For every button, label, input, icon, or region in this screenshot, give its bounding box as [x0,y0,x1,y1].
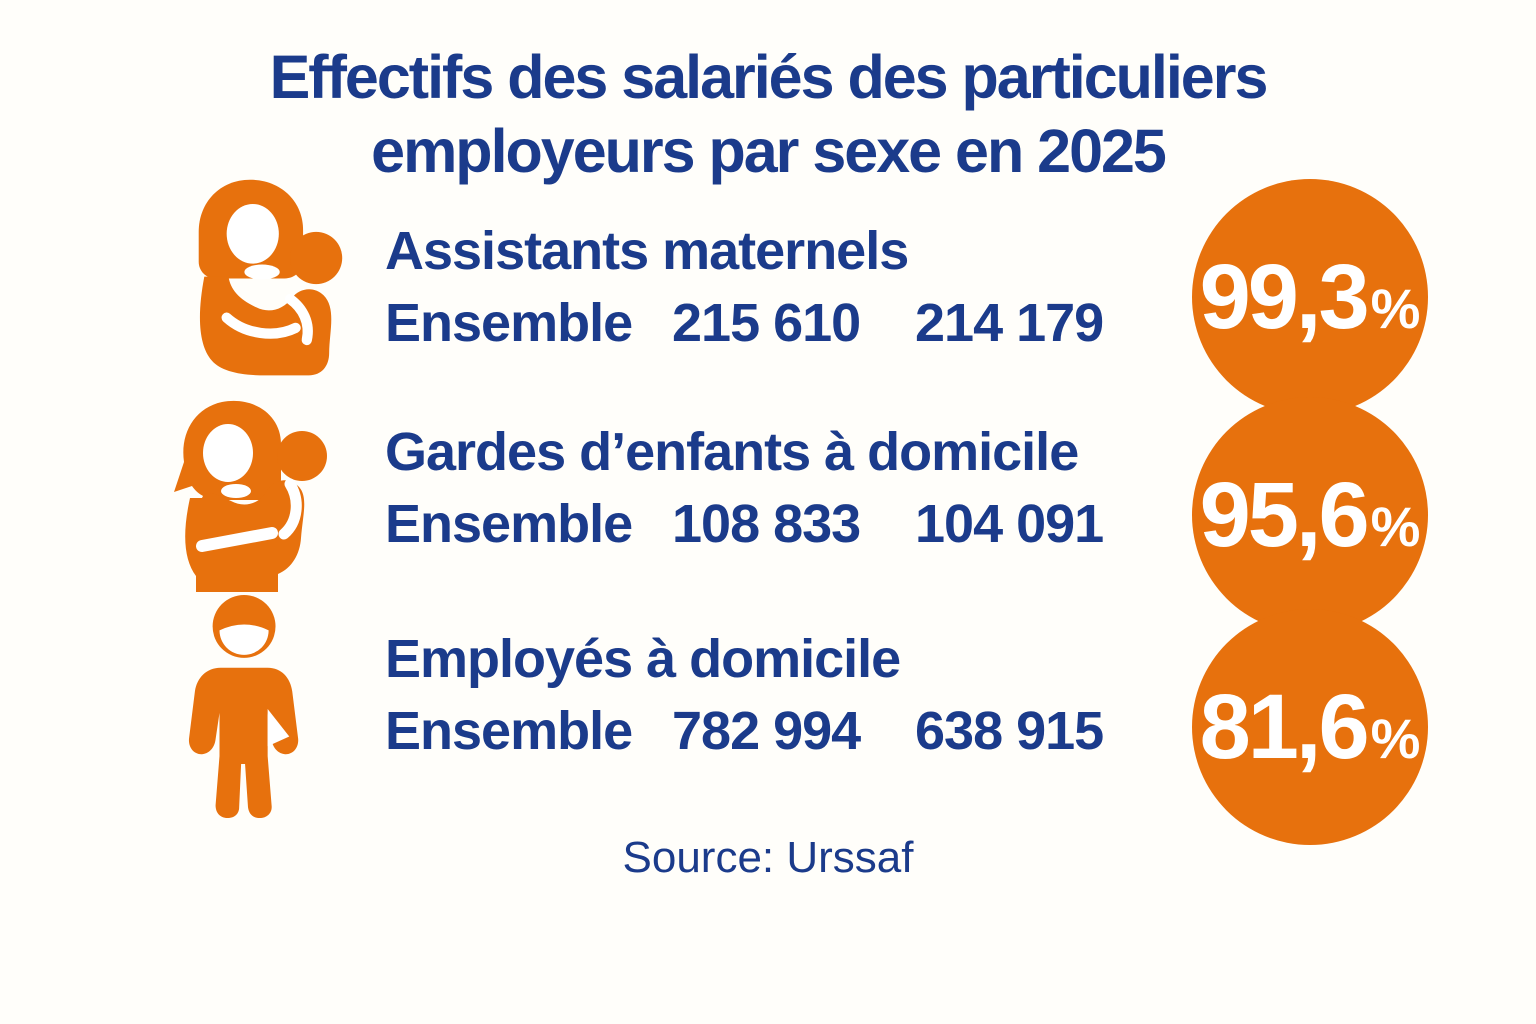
value-secondary: 638 915 [915,701,1104,761]
row-label-gardes-enfants: Gardes d’enfants à domicile [385,422,1079,482]
ensemble-label: Ensemble [385,293,633,353]
mother-holding-baby-icon [198,179,343,376]
percent-sign: % [1370,495,1421,558]
source-caption: Source: Urssaf [622,833,914,882]
ensemble-label: Ensemble [385,494,633,554]
page-title: Effectifs des salariés des particuliers … [0,40,1536,189]
percent-circle-assistants-maternels: 99,3 % [1192,179,1428,415]
percent-sign: % [1370,277,1421,340]
row-label-employes-domicile: Employés à domicile [385,629,901,689]
value-total: 215 610 [672,293,861,353]
row-values-employes-domicile: Ensemble 782 994 638 915 [385,701,1104,761]
percent-circle-gardes-enfants: 95,6 % [1192,397,1428,633]
percent-circle-employes-domicile: 81,6 % [1192,609,1428,845]
row-label-assistants-maternels: Assistants maternels [385,221,909,281]
value-total: 108 833 [672,494,861,554]
value-secondary: 104 091 [915,494,1104,554]
percent-sign: % [1370,707,1421,770]
row-values-gardes-enfants: Ensemble 108 833 104 091 [385,494,1104,554]
caregiver-holding-child-icon [174,400,327,592]
percent-value: 95,6 % [1200,469,1421,561]
percent-value: 81,6 % [1200,681,1421,773]
page-title-line2: employeurs par sexe en 2025 [371,117,1167,186]
value-total: 782 994 [672,701,861,761]
value-secondary: 214 179 [915,293,1104,353]
standing-person-icon [188,594,299,819]
row-values-assistants-maternels: Ensemble 215 610 214 179 [385,293,1104,353]
percent-number: 99,3 [1199,246,1370,348]
percent-value: 99,3 % [1200,251,1421,343]
page-title-line1: Effectifs des salariés des particuliers [269,43,1269,111]
ensemble-label: Ensemble [385,701,633,761]
percent-number: 95,6 [1199,464,1370,566]
percent-number: 81,6 [1199,676,1370,778]
